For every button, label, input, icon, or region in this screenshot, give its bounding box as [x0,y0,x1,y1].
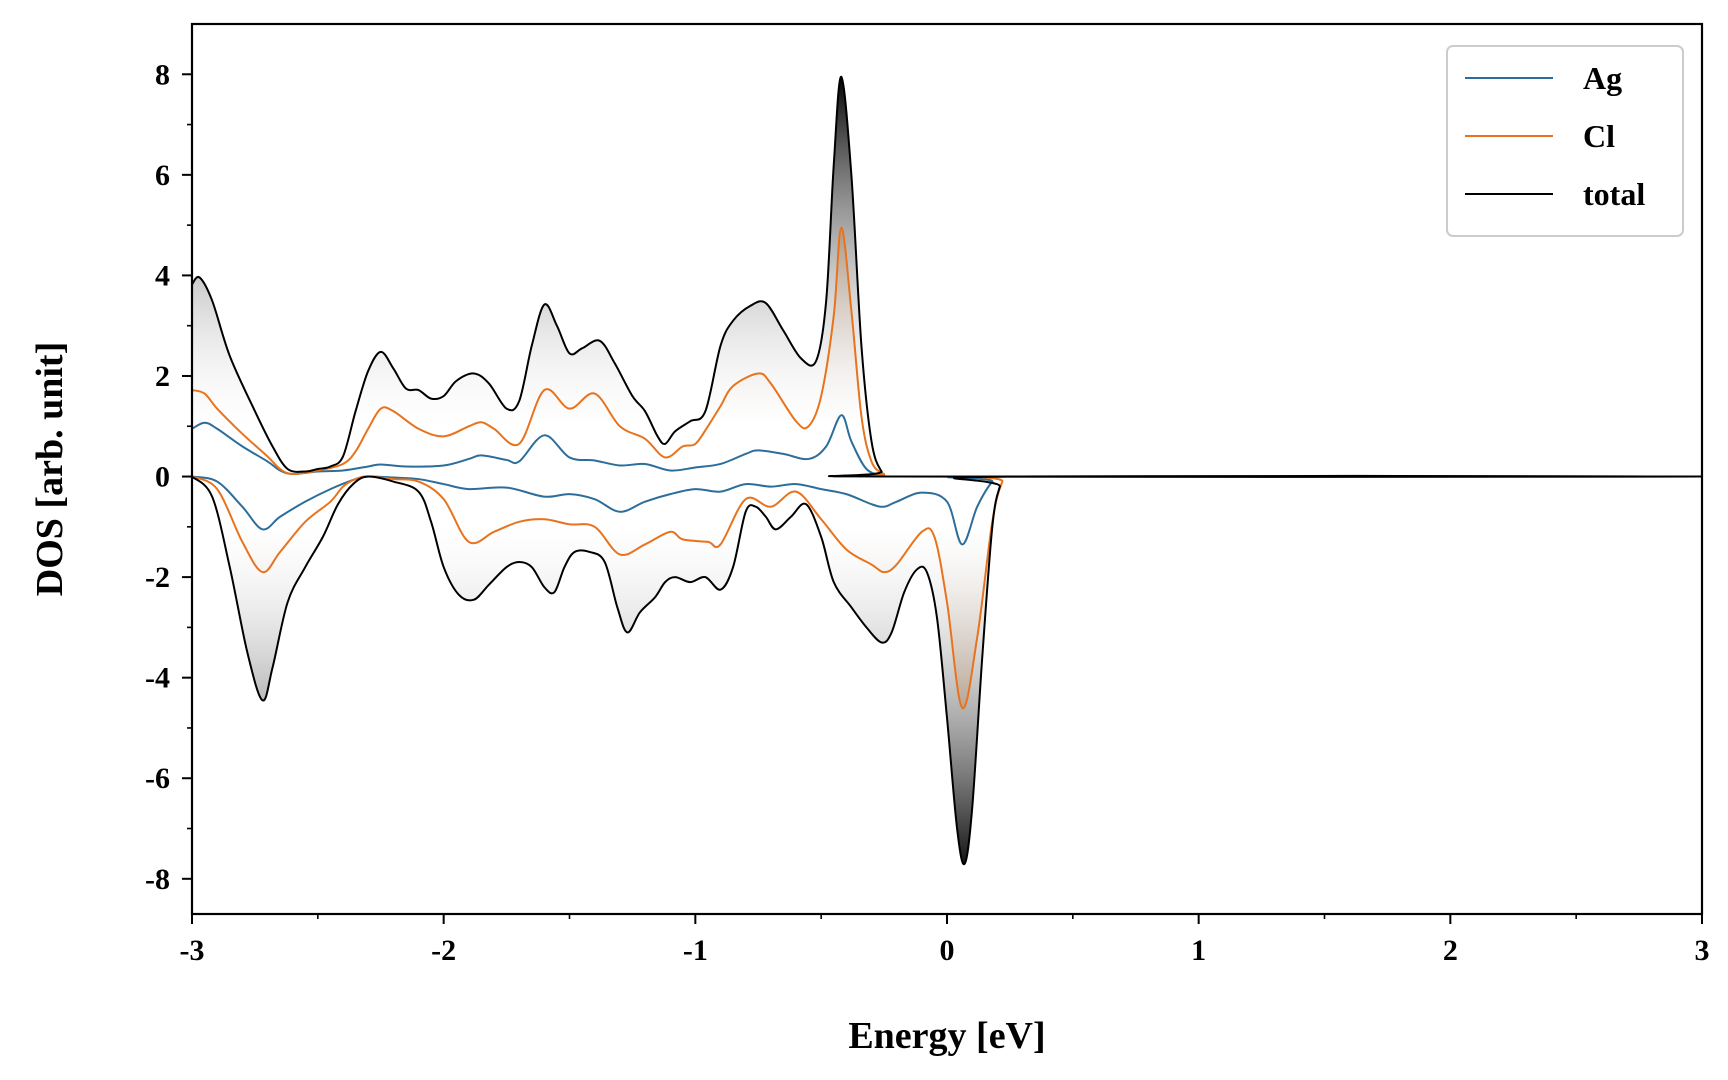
legend-label-Ag: Ag [1583,60,1622,96]
y-tick-label: 4 [155,259,170,292]
x-tick-label: -3 [180,934,205,967]
series-line-total-up [192,75,1702,478]
x-tick-label: 1 [1191,934,1206,967]
y-tick-label: -8 [145,863,170,896]
x-tick-label: -1 [683,934,708,967]
y-tick-label: -2 [145,561,170,594]
legend: Ag Cl total [1446,45,1684,237]
fill-total-down [192,475,1702,865]
y-tick-label: 6 [155,159,170,192]
series-line-total-down [192,474,1702,866]
series-line-Ag-down [192,475,1702,546]
y-axis-title: DOS [arb. unit] [29,342,71,596]
x-tick-label: 3 [1695,934,1710,967]
series-line-Cl-down [192,475,1702,710]
legend-label-total: total [1583,176,1645,212]
y-tick-label: -6 [145,762,170,795]
fill-Cl-down [192,476,1702,709]
x-axis-title: Energy [eV] [848,1015,1045,1057]
x-tick-label: -2 [431,934,456,967]
y-tick-label: 0 [155,461,170,494]
x-tick-label: 0 [940,934,955,967]
x-tick-label: 2 [1443,934,1458,967]
y-tick-label: 2 [155,360,170,393]
fill-total-up [192,76,1702,477]
legend-box [1446,45,1684,237]
series-line-Cl-up [192,226,1702,478]
legend-label-Cl: Cl [1583,118,1615,154]
y-tick-label: -4 [145,662,170,695]
fill-Cl-up [192,227,1702,477]
y-tick-label: 8 [155,58,170,91]
